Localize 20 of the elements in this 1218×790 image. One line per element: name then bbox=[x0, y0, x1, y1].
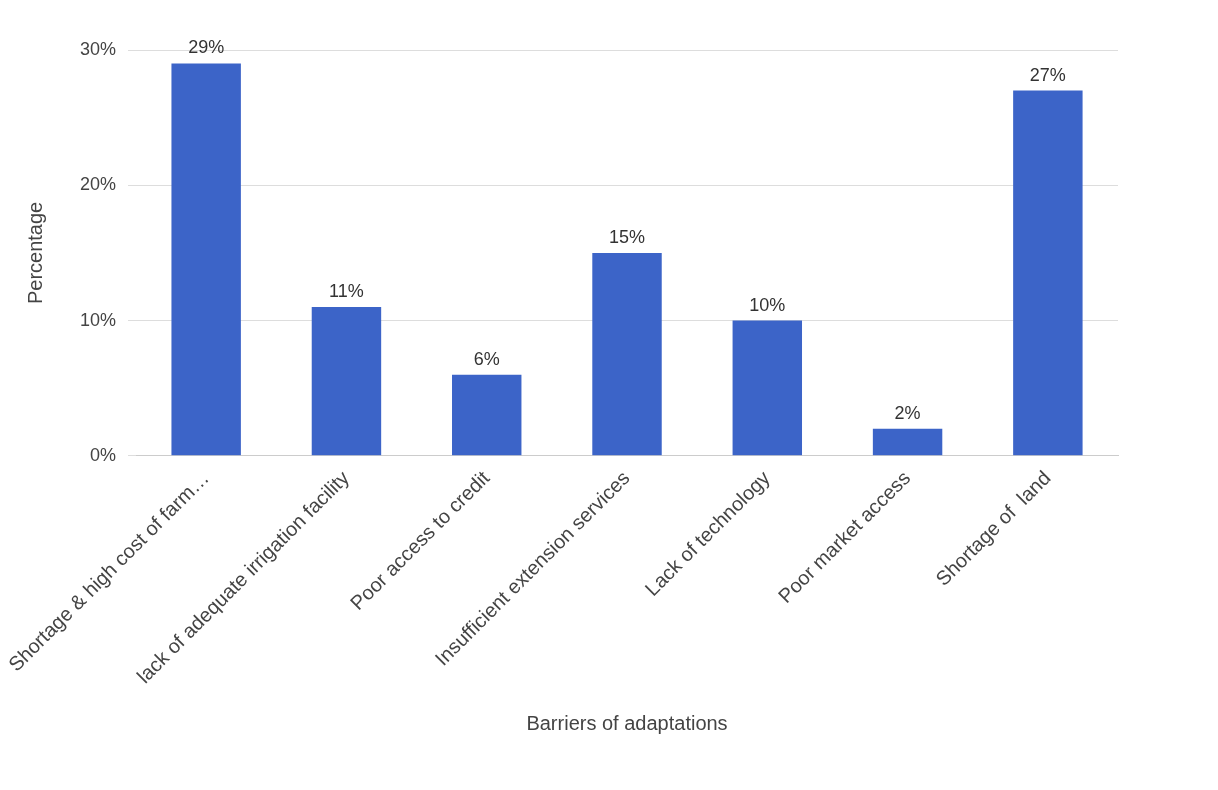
x-axis-title: Barriers of adaptations bbox=[526, 711, 728, 734]
data-label: 29% bbox=[188, 37, 225, 58]
bar bbox=[592, 252, 662, 456]
bar bbox=[872, 428, 943, 456]
y-tick-label: 0% bbox=[90, 444, 117, 465]
y-tick-label: 30% bbox=[80, 38, 117, 59]
bar bbox=[311, 307, 382, 456]
data-label: 15% bbox=[609, 226, 646, 247]
bar bbox=[452, 374, 522, 456]
data-label: 11% bbox=[329, 281, 364, 302]
data-label: 10% bbox=[749, 294, 786, 315]
bar bbox=[1013, 90, 1083, 456]
data-label: 27% bbox=[1029, 64, 1066, 85]
bar bbox=[171, 63, 241, 456]
data-label: 6% bbox=[473, 348, 500, 369]
y-axis-title: Percentage bbox=[23, 201, 46, 305]
data-label: 2% bbox=[894, 402, 921, 423]
y-tick-label: 20% bbox=[80, 174, 117, 195]
bar bbox=[732, 320, 803, 456]
y-tick-label: 10% bbox=[80, 309, 117, 330]
